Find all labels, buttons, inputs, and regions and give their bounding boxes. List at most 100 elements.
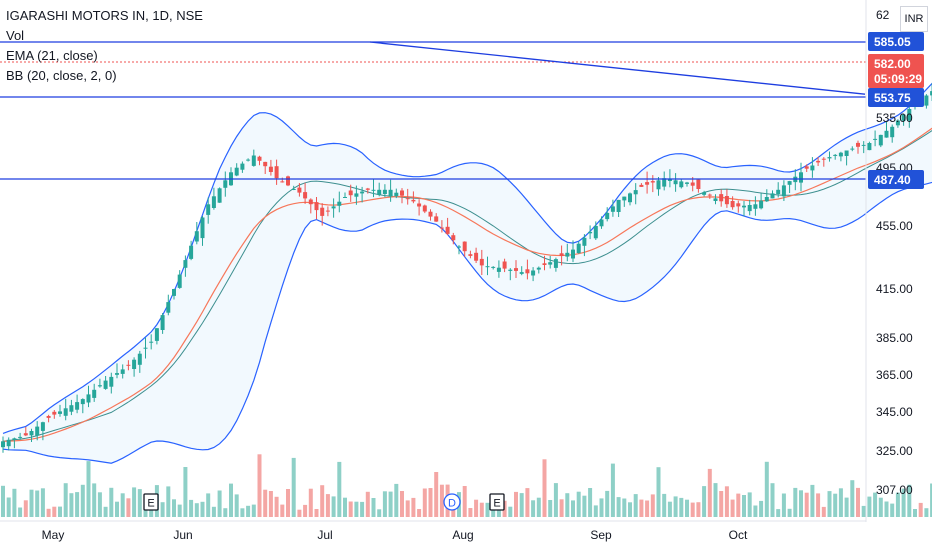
- candle: [667, 169, 672, 188]
- candle: [331, 198, 336, 218]
- candle: [890, 124, 895, 143]
- candle: [12, 437, 17, 449]
- volume-bar: [462, 486, 467, 517]
- candle: [120, 364, 125, 379]
- candle: [502, 258, 507, 273]
- candle: [519, 266, 524, 276]
- candle: [810, 157, 815, 178]
- symbol-title[interactable]: IGARASHI MOTORS IN, 1D, NSE: [6, 8, 203, 23]
- volume-bar: [685, 499, 689, 517]
- earnings-marker[interactable]: E: [489, 493, 505, 511]
- candle-body: [217, 188, 222, 203]
- candle: [799, 162, 803, 192]
- candle-body: [924, 95, 929, 106]
- currency-button[interactable]: INR: [900, 6, 928, 32]
- candle: [821, 157, 826, 167]
- dividend-marker[interactable]: D: [443, 493, 461, 511]
- candle-body: [593, 226, 598, 239]
- candle: [320, 203, 325, 226]
- candle: [63, 398, 68, 421]
- ema-legend[interactable]: EMA (21, close): [6, 48, 98, 63]
- volume-bar: [109, 487, 114, 517]
- candle-body: [194, 231, 199, 242]
- candle: [400, 188, 404, 204]
- candle: [833, 154, 838, 160]
- candle-body: [405, 198, 410, 200]
- candle-body: [160, 315, 165, 330]
- candle-body: [35, 426, 40, 436]
- volume-bar: [924, 508, 929, 517]
- candle-body: [331, 206, 336, 209]
- volume-bar: [890, 503, 895, 517]
- volume-bar: [325, 494, 330, 517]
- volume-bar: [873, 492, 878, 517]
- candle: [268, 159, 273, 176]
- volume-bar: [576, 491, 581, 517]
- volume-bar: [633, 494, 638, 517]
- candle: [172, 288, 176, 300]
- candle: [126, 360, 131, 371]
- candle: [747, 199, 752, 216]
- price-tag-text: 487.40: [874, 173, 911, 187]
- volume-bar: [861, 505, 866, 517]
- candle: [861, 141, 866, 154]
- candle: [508, 268, 513, 281]
- candle: [86, 385, 91, 408]
- candle: [531, 267, 536, 282]
- candle: [382, 184, 387, 198]
- candle-body: [308, 199, 313, 205]
- volume-bar: [360, 501, 365, 517]
- candle-body: [143, 347, 148, 349]
- y-tick-label: 385.00: [876, 331, 913, 345]
- candle: [297, 183, 302, 197]
- candle: [314, 197, 319, 220]
- candle: [804, 164, 809, 172]
- candle: [850, 146, 855, 152]
- candle-body: [702, 192, 707, 195]
- candle-body: [371, 189, 376, 191]
- bb-legend[interactable]: BB (20, close, 2, 0): [6, 68, 117, 83]
- volume-bar: [850, 480, 855, 517]
- candle: [411, 191, 416, 204]
- candle-body: [901, 114, 906, 121]
- candle-body: [496, 267, 501, 272]
- candle-body: [696, 179, 701, 189]
- candle-body: [690, 182, 695, 186]
- volume-legend[interactable]: Vol: [6, 28, 25, 43]
- volume-bar: [474, 499, 479, 517]
- candle: [827, 151, 832, 162]
- volume-bar: [514, 491, 518, 517]
- candle-body: [753, 204, 758, 209]
- volume-bar: [160, 502, 165, 517]
- volume-bar: [913, 509, 917, 517]
- candle: [457, 245, 461, 255]
- volume-bar: [211, 506, 216, 517]
- candle-body: [724, 196, 729, 205]
- volume-bar: [690, 502, 695, 517]
- candle: [542, 255, 547, 271]
- volume-bar: [377, 509, 382, 517]
- price-tag-text: 553.75: [874, 91, 911, 105]
- candle: [713, 194, 718, 205]
- candle: [867, 141, 872, 151]
- volume-bar: [730, 499, 735, 517]
- candle: [303, 182, 308, 204]
- candle: [770, 190, 775, 199]
- volume-bar: [411, 497, 416, 517]
- volume-bar: [234, 494, 239, 517]
- earnings-marker[interactable]: E: [143, 493, 159, 511]
- volume-bar: [787, 508, 792, 517]
- volume-bar: [166, 486, 171, 517]
- candle: [58, 404, 62, 417]
- volume-bar: [63, 483, 68, 517]
- candle-body: [525, 269, 530, 274]
- candle: [154, 328, 159, 345]
- candle: [439, 220, 444, 233]
- y-tick-label: 365.00: [876, 368, 913, 382]
- candle-body: [742, 205, 746, 208]
- candle: [394, 188, 399, 199]
- volume-bar: [582, 495, 587, 517]
- x-tick-label: May: [42, 528, 65, 542]
